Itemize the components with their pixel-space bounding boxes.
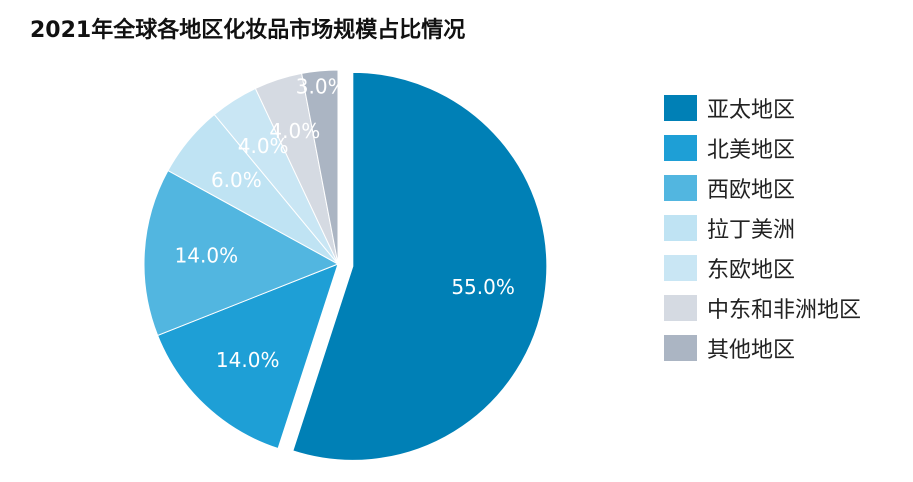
legend-swatch xyxy=(664,255,697,281)
legend-label: 东欧地区 xyxy=(707,258,796,283)
legend-label: 中东和非洲地区 xyxy=(707,298,862,323)
legend-item-3: 拉丁美洲 xyxy=(664,208,861,248)
slice-label-5: 4.0% xyxy=(269,119,320,143)
legend-label: 拉丁美洲 xyxy=(707,218,796,243)
legend-swatch xyxy=(664,95,697,121)
legend-item-0: 亚太地区 xyxy=(664,88,861,128)
legend-swatch xyxy=(664,295,697,321)
chart-title: 2021年全球各地区化妆品市场规模占比情况 xyxy=(30,18,466,43)
legend-swatch xyxy=(664,335,697,361)
legend-item-1: 北美地区 xyxy=(664,128,861,168)
slice-label-3: 6.0% xyxy=(211,168,262,192)
legend-label: 其他地区 xyxy=(707,338,796,363)
pie-slice-1 xyxy=(156,263,339,450)
pie-slice-6 xyxy=(301,69,339,265)
slice-label-2: 14.0% xyxy=(175,244,239,268)
legend-swatch xyxy=(664,215,697,241)
slice-label-6: 3.0% xyxy=(296,74,347,98)
legend: 亚太地区北美地区西欧地区拉丁美洲东欧地区中东和非洲地区 其他地区 xyxy=(664,88,861,368)
pie-slice-2 xyxy=(143,169,340,337)
slice-label-4: 4.0% xyxy=(238,134,289,158)
legend-item-6: 其他地区 xyxy=(664,328,861,368)
slice-label-1: 14.0% xyxy=(216,348,280,372)
legend-item-5: 中东和非洲地区 xyxy=(664,288,861,328)
legend-label: 西欧地区 xyxy=(707,178,796,203)
legend-swatch xyxy=(664,175,697,201)
legend-swatch xyxy=(664,135,697,161)
legend-label: 亚太地区 xyxy=(707,98,796,123)
legend-item-4: 东欧地区 xyxy=(664,248,861,288)
slice-label-0: 55.0% xyxy=(451,275,515,299)
legend-label: 北美地区 xyxy=(707,138,796,163)
legend-item-2: 西欧地区 xyxy=(664,168,861,208)
pie-slice-0 xyxy=(292,71,548,461)
